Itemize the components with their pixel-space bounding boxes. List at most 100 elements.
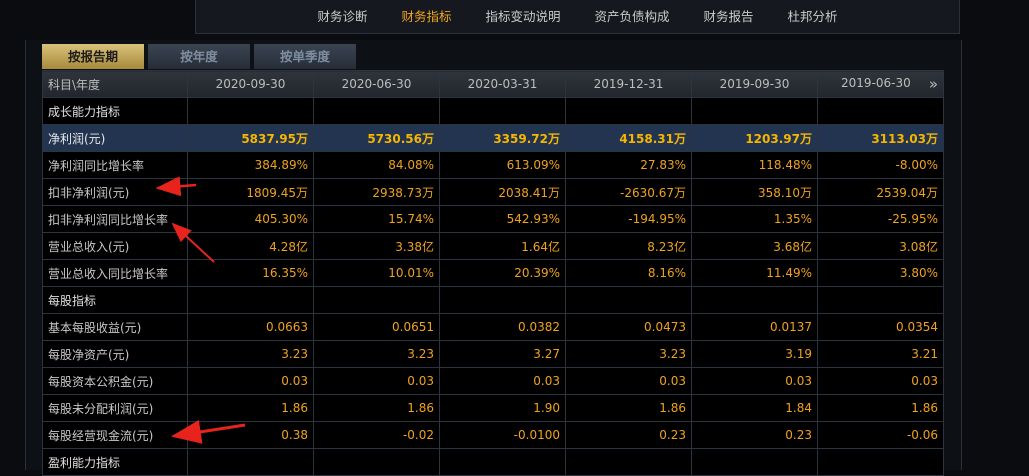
value-cell: 4.28亿 — [187, 232, 314, 260]
nav-item[interactable]: 财务诊断 — [317, 8, 368, 24]
value-cell: 8.16% — [565, 259, 692, 287]
value-cell: -0.02 — [313, 421, 440, 449]
row-label: 每股经营现金流(元) — [42, 421, 188, 449]
empty-cell — [187, 448, 314, 476]
value-cell: 405.30% — [187, 205, 314, 233]
row-label: 成长能力指标 — [42, 97, 188, 125]
value-cell: 0.0651 — [313, 313, 440, 341]
data-row: 基本每股收益(元) 0.0663 0.0651 0.0382 0.0473 0.0137 0… — [42, 313, 944, 341]
column-header: 2020-09-30 — [187, 70, 314, 98]
empty-cell — [817, 286, 944, 314]
value-cell: 3.23 — [187, 340, 314, 368]
nav-item[interactable]: 资产负债构成 — [594, 8, 670, 24]
period-tabs: 按报告期 按年度 按单季度 — [42, 44, 356, 69]
value-cell: 5837.95万 — [187, 124, 314, 152]
empty-cell — [313, 286, 440, 314]
value-cell: 2539.04万 — [817, 178, 944, 206]
finance-table: 科目\年度 2020-09-30 2020-06-30 2020-03-31 2019-… — [42, 70, 944, 476]
nav-item[interactable]: 财务报告 — [703, 8, 754, 24]
value-cell: 384.89% — [187, 151, 314, 179]
column-header: 2019-09-30 — [691, 70, 818, 98]
value-cell: 118.48% — [691, 151, 818, 179]
value-cell: -2630.67万 — [565, 178, 692, 206]
data-row: 营业总收入同比增长率 16.35% 10.01% 20.39% 8.16% 11.49% 3… — [42, 259, 944, 287]
value-cell: 4158.31万 — [565, 124, 692, 152]
value-cell: 0.03 — [817, 367, 944, 395]
value-cell: 84.08% — [313, 151, 440, 179]
value-cell: 1.64亿 — [439, 232, 566, 260]
value-cell: 16.35% — [187, 259, 314, 287]
column-header: 2019-12-31 — [565, 70, 692, 98]
empty-cell — [691, 97, 818, 125]
row-label: 扣非净利润(元) — [42, 178, 188, 206]
value-cell: 10.01% — [313, 259, 440, 287]
data-row: 每股资本公积金(元) 0.03 0.03 0.03 0.03 0.03 0.03 — [42, 367, 944, 395]
empty-cell — [817, 97, 944, 125]
page: {"nav": {"items": ["财务诊断", "财务指标", "指标变动… — [25, 0, 962, 476]
value-cell: 2038.41万 — [439, 178, 566, 206]
empty-cell — [565, 97, 692, 125]
value-cell: -0.06 — [817, 421, 944, 449]
value-cell: -194.95% — [565, 205, 692, 233]
nav-item[interactable]: 杜邦分析 — [787, 8, 838, 24]
row-label: 盈利能力指标 — [42, 448, 188, 476]
value-cell: 0.0663 — [187, 313, 314, 341]
value-cell: 27.83% — [565, 151, 692, 179]
data-row: 每股净资产(元) 3.23 3.23 3.27 3.23 3.19 3.21 — [42, 340, 944, 368]
value-cell: 0.03 — [691, 367, 818, 395]
section-row: 成长能力指标 — [42, 97, 944, 125]
empty-cell — [313, 448, 440, 476]
value-cell: 0.03 — [565, 367, 692, 395]
empty-cell — [691, 286, 818, 314]
row-label: 营业总收入(元) — [42, 232, 188, 260]
value-cell: 1.86 — [565, 394, 692, 422]
value-cell: 0.38 — [187, 421, 314, 449]
empty-cell — [187, 97, 314, 125]
row-label: 每股净资产(元) — [42, 340, 188, 368]
value-cell: 613.09% — [439, 151, 566, 179]
empty-cell — [313, 97, 440, 125]
data-row: 净利润(元) 5837.95万 5730.56万 3359.72万 4158.31万 12… — [42, 124, 944, 152]
value-cell: 1.84 — [691, 394, 818, 422]
tab[interactable]: 按年度 — [148, 44, 250, 69]
data-row: 扣非净利润同比增长率 405.30% 15.74% 542.93% -194.95% 1.… — [42, 205, 944, 233]
value-cell: 3.23 — [313, 340, 440, 368]
value-cell: 3.27 — [439, 340, 566, 368]
data-row: 扣非净利润(元) 1809.45万 2938.73万 2038.41万 -2630.67… — [42, 178, 944, 206]
top-nav: 财务诊断 财务指标 指标变动说明 资产负债构成 财务报告 杜邦分析 — [195, 0, 960, 34]
data-row: 每股未分配利润(元) 1.86 1.86 1.90 1.86 1.84 1.86 — [42, 394, 944, 422]
value-cell: 0.23 — [691, 421, 818, 449]
value-cell: 3.80% — [817, 259, 944, 287]
more-button[interactable]: » — [928, 75, 938, 93]
empty-cell — [565, 286, 692, 314]
nav-item[interactable]: 指标变动说明 — [485, 8, 561, 24]
value-cell: 0.03 — [313, 367, 440, 395]
value-cell: 15.74% — [313, 205, 440, 233]
corner-header: 科目\年度 — [42, 70, 188, 98]
header-row: 科目\年度 2020-09-30 2020-06-30 2020-03-31 2019-… — [42, 70, 944, 98]
value-cell: 0.23 — [565, 421, 692, 449]
value-cell: 3.19 — [691, 340, 818, 368]
value-cell: 1.86 — [313, 394, 440, 422]
value-cell: 11.49% — [691, 259, 818, 287]
value-cell: 542.93% — [439, 205, 566, 233]
section-row: 盈利能力指标 — [42, 448, 944, 476]
value-cell: 20.39% — [439, 259, 566, 287]
tab[interactable]: 按报告期 — [42, 44, 144, 69]
value-cell: -0.0100 — [439, 421, 566, 449]
row-label: 每股指标 — [42, 286, 188, 314]
value-cell: -25.95% — [817, 205, 944, 233]
value-cell: 3.23 — [565, 340, 692, 368]
value-cell: 0.0382 — [439, 313, 566, 341]
nav-item[interactable]: 财务指标 — [401, 8, 452, 24]
value-cell: 1.86 — [817, 394, 944, 422]
row-label: 扣非净利润同比增长率 — [42, 205, 188, 233]
value-cell: 3.38亿 — [313, 232, 440, 260]
tab[interactable]: 按单季度 — [254, 44, 356, 69]
empty-cell — [439, 448, 566, 476]
value-cell: 1.86 — [187, 394, 314, 422]
value-cell: 1.90 — [439, 394, 566, 422]
value-cell: 5730.56万 — [313, 124, 440, 152]
value-cell: 0.03 — [439, 367, 566, 395]
value-cell: 3.21 — [817, 340, 944, 368]
